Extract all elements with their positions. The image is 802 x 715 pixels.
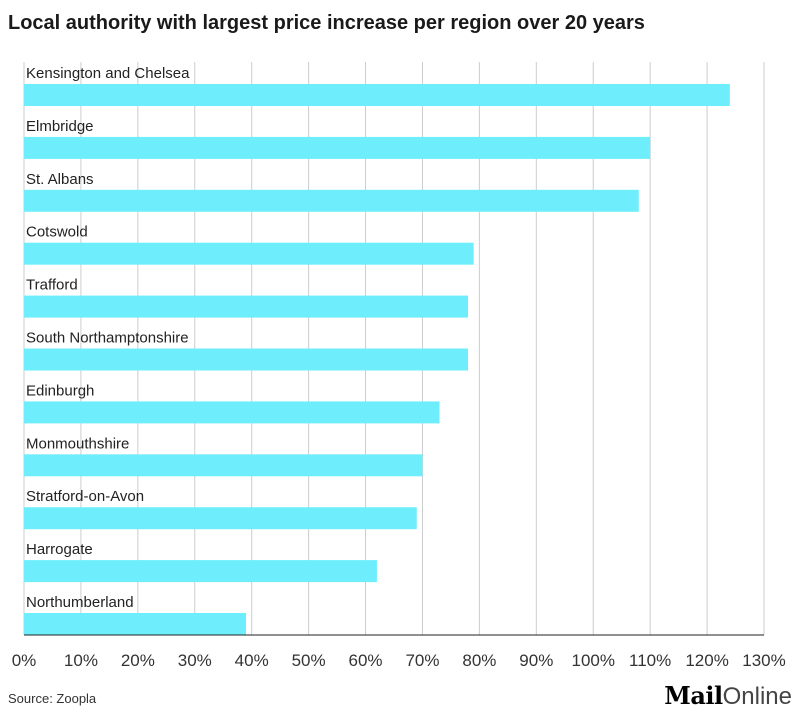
bars [24, 84, 730, 635]
logo-online-text: Online [722, 683, 792, 710]
x-tick-label: 40% [235, 651, 269, 670]
category-label: Elmbridge [26, 118, 94, 135]
bar [24, 348, 468, 371]
x-tick-label: 100% [571, 651, 614, 670]
bar-chart: Kensington and Chelsea Elmbridge St. Alban… [12, 62, 786, 670]
category-label: St. Albans [26, 171, 94, 188]
x-tick-label: 70% [405, 651, 439, 670]
category-label: Stratford-on-Avon [26, 488, 144, 505]
mailonline-logo: MailOnline [664, 684, 792, 709]
bar [24, 84, 730, 106]
category-label: Kensington and Chelsea [26, 65, 190, 82]
bar [24, 507, 417, 530]
category-label: Northumberland [26, 594, 134, 611]
category-label: Harrogate [26, 541, 93, 558]
chart-title: Local authority with largest price incre… [8, 12, 645, 34]
source-note: Source: Zoopla [8, 691, 97, 706]
bar [24, 454, 423, 477]
bar [24, 189, 639, 212]
x-tick-label: 0% [12, 651, 37, 670]
x-axis: 0% 10% 20% 30% 40% 50% 60% 70% 80% 90% 100% 110% 120… [12, 634, 786, 670]
category-label: Trafford [26, 277, 78, 294]
x-tick-label: 110% [629, 651, 671, 670]
x-tick-label: 60% [349, 651, 383, 670]
category-label: Cotswold [26, 224, 88, 241]
bar [24, 136, 651, 159]
x-tick-label: 20% [121, 651, 155, 670]
x-tick-label: 10% [64, 651, 98, 670]
bar [24, 560, 377, 583]
x-tick-label: 80% [462, 651, 496, 670]
bar [24, 613, 246, 635]
category-label: South Northamptonshire [26, 330, 189, 347]
x-tick-label: 30% [178, 651, 212, 670]
bar [24, 295, 468, 318]
category-labels: Kensington and Chelsea Elmbridge St. Alban… [26, 65, 190, 611]
bar [24, 242, 474, 265]
x-tick-label: 90% [519, 651, 553, 670]
bar [24, 401, 440, 424]
logo-mail-text: Mail [664, 681, 723, 710]
category-label: Monmouthshire [26, 435, 129, 452]
category-label: Edinburgh [26, 382, 94, 399]
x-tick-label: 50% [292, 651, 326, 670]
x-tick-label: 120% [685, 651, 728, 670]
x-tick-label: 130% [742, 651, 785, 670]
